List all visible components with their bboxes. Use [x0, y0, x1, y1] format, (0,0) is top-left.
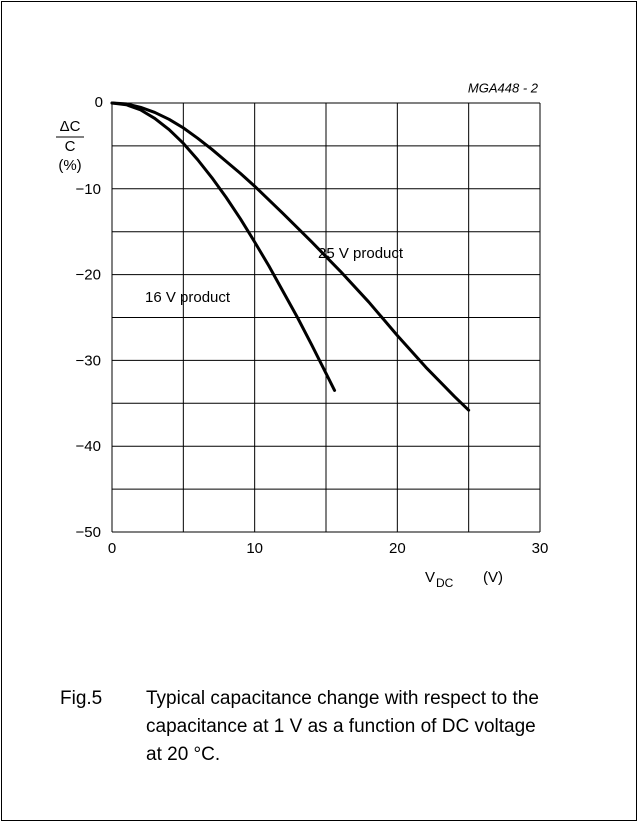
- x-label-sub: DC: [436, 576, 454, 590]
- x-label-unit: (V): [483, 569, 503, 586]
- y-label-denominator: C: [65, 138, 76, 155]
- chart: MGA448 - 2 ΔC C (%) V DC (V) 0 10 20 30 0 −10…: [56, 80, 549, 590]
- annotation: MGA448 - 2: [468, 80, 539, 95]
- y-label-numerator: ΔC: [60, 118, 81, 135]
- y-tick-label: 0: [95, 94, 103, 111]
- caption-text: Typical capacitance change with respect …: [146, 688, 539, 765]
- series-label: 25 V product: [318, 245, 404, 262]
- series-label: 16 V product: [145, 289, 231, 306]
- x-tick-label: 10: [246, 540, 263, 557]
- caption-label: Fig.5: [60, 688, 103, 709]
- y-tick-label: −10: [76, 181, 101, 198]
- y-label-unit: (%): [58, 157, 81, 174]
- y-tick-label: −30: [76, 352, 101, 369]
- series-line: [110, 101, 337, 392]
- x-tick-label: 0: [108, 540, 116, 557]
- x-label-base: V: [425, 569, 435, 586]
- series-line: [110, 101, 471, 412]
- y-tick-label: −40: [76, 438, 101, 455]
- y-tick-label: −20: [76, 267, 101, 284]
- y-tick-label: −50: [76, 524, 101, 541]
- x-tick-label: 20: [389, 540, 406, 557]
- x-tick-label: 30: [532, 540, 549, 557]
